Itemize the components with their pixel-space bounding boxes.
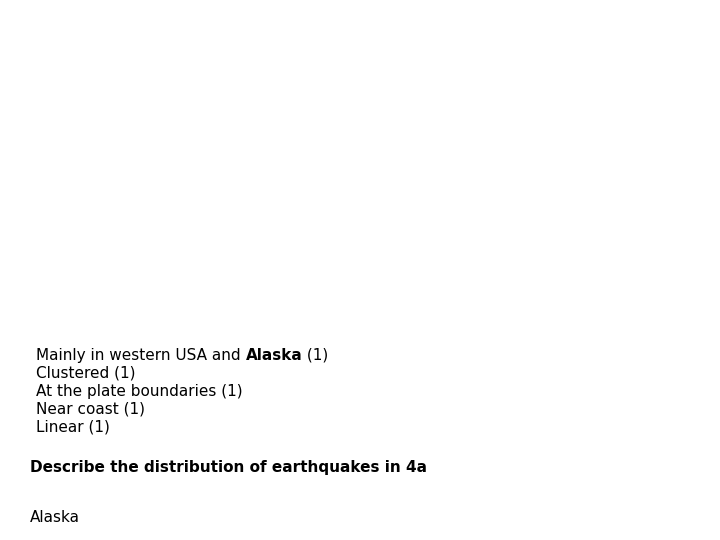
Text: At the plate boundaries (1): At the plate boundaries (1)	[36, 384, 243, 399]
Text: Mainly in western USA and: Mainly in western USA and	[36, 348, 246, 363]
Text: Alaska: Alaska	[30, 510, 80, 525]
Text: Linear (1): Linear (1)	[36, 420, 110, 435]
Text: Alaska: Alaska	[246, 348, 302, 363]
Text: Clustered (1): Clustered (1)	[36, 366, 135, 381]
Text: (1): (1)	[302, 348, 328, 363]
Text: Describe the distribution of earthquakes in 4a: Describe the distribution of earthquakes…	[30, 460, 427, 475]
Text: Near coast (1): Near coast (1)	[36, 402, 145, 417]
